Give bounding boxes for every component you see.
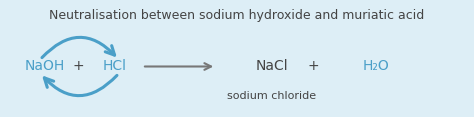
Text: +: + [73, 60, 84, 73]
Text: sodium chloride: sodium chloride [227, 91, 316, 101]
Text: +: + [308, 60, 319, 73]
Text: H₂O: H₂O [363, 60, 389, 73]
Text: NaCl: NaCl [255, 60, 288, 73]
Text: NaOH: NaOH [25, 60, 65, 73]
Text: HCl: HCl [102, 60, 126, 73]
Text: Neutralisation between sodium hydroxide and muriatic acid: Neutralisation between sodium hydroxide … [49, 9, 425, 22]
